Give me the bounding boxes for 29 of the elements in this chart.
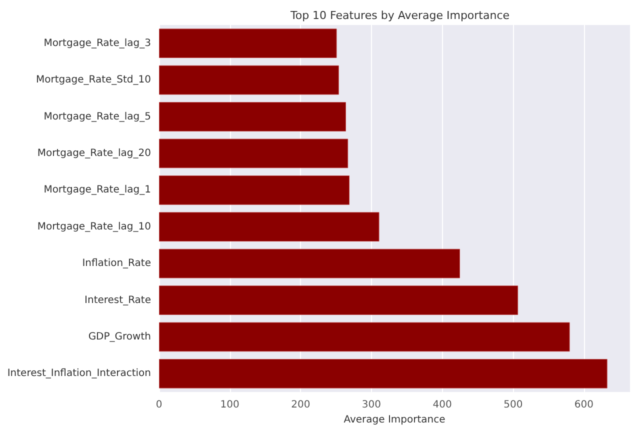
- y-tick-label: Interest_Inflation_Interaction: [7, 368, 151, 380]
- y-tick-label: Mortgage_Rate_lag_1: [44, 184, 151, 196]
- x-tick-label: 400: [432, 400, 452, 410]
- y-tick-label: Mortgage_Rate_lag_10: [37, 221, 151, 232]
- bar: [159, 175, 350, 205]
- bar: [159, 65, 339, 95]
- y-tick-label: GDP_Growth: [88, 331, 151, 342]
- x-tick-label: 100: [220, 400, 240, 410]
- x-tick-label: 500: [504, 400, 523, 410]
- y-tick-label: Mortgage_Rate_lag_20: [37, 148, 151, 159]
- x-axis-title: Average Importance: [344, 414, 446, 426]
- bar: [159, 102, 346, 132]
- y-tick-label: Inflation_Rate: [82, 258, 151, 270]
- chart-title: Top 10 Features by Average Importance: [289, 9, 510, 22]
- y-tick-label: Mortgage_Rate_lag_3: [44, 38, 151, 49]
- bar: [159, 212, 380, 242]
- bar: [159, 248, 460, 278]
- x-tick-label: 200: [291, 400, 310, 410]
- bar: [159, 322, 570, 352]
- x-tick-label: 300: [362, 400, 382, 410]
- x-tick-label: 0: [156, 400, 162, 410]
- y-tick-label: Interest_Rate: [84, 294, 151, 306]
- x-tick-label: 600: [574, 400, 594, 410]
- y-tick-label: Mortgage_Rate_Std_10: [36, 74, 151, 86]
- bar: [159, 286, 518, 315]
- y-tick-label: Mortgage_Rate_lag_5: [44, 111, 151, 122]
- bar: [159, 28, 337, 58]
- bar: [159, 358, 608, 388]
- bar: [159, 138, 348, 168]
